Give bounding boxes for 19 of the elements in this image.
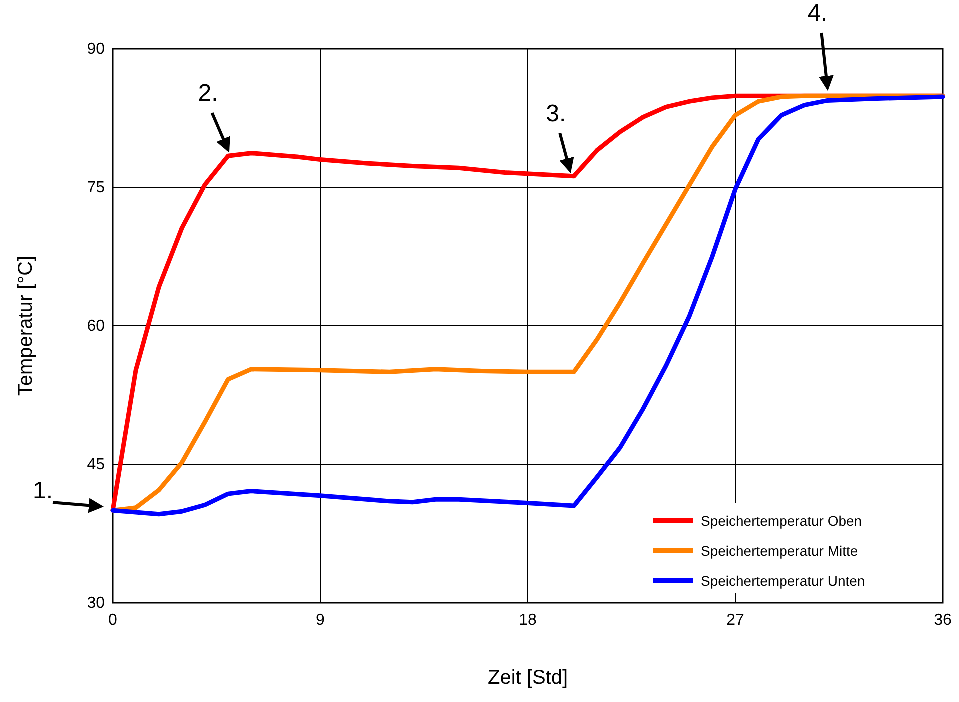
x-tick-label: 9 xyxy=(316,612,326,629)
annotation: 1. xyxy=(32,478,54,505)
annotation: 3. xyxy=(546,100,566,128)
legend-label: Speichertemperatur Mitte xyxy=(701,543,858,559)
legend-label: Speichertemperatur Oben xyxy=(701,513,862,529)
x-tick-label: 18 xyxy=(519,612,537,629)
y-tick-label: 45 xyxy=(87,456,106,474)
y-tick-label: 75 xyxy=(87,180,106,196)
legend-label: Speichertemperatur Unten xyxy=(701,573,866,589)
annotation: 2. xyxy=(198,80,218,108)
x-axis-title: Zeit [Std] xyxy=(488,667,568,689)
x-tick-label: 36 xyxy=(934,612,952,629)
y-tick-label: 30 xyxy=(87,595,106,612)
x-tick-label: 27 xyxy=(726,612,744,629)
y-axis-title: Temperatur [°C] xyxy=(15,256,37,396)
x-tick-label: 0 xyxy=(108,612,118,629)
annotation: 4. xyxy=(808,0,828,28)
y-tick-label: 60 xyxy=(87,318,106,335)
y-tick-label: 90 xyxy=(87,41,106,58)
